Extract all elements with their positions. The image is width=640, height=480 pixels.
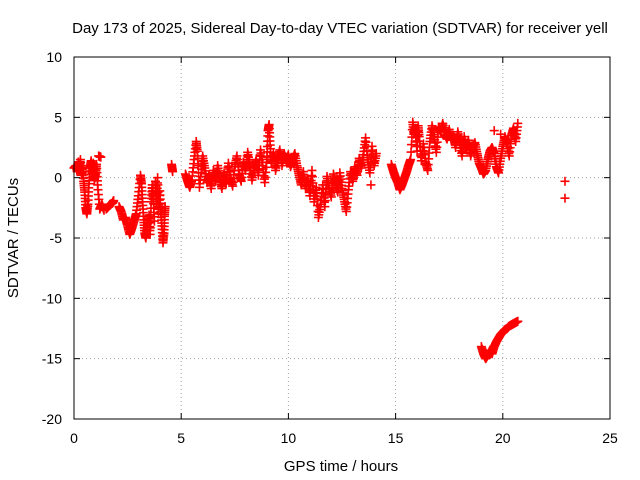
data-point <box>504 149 514 159</box>
data-point <box>463 137 473 147</box>
gridlines <box>74 57 610 419</box>
data-point <box>371 151 381 161</box>
data-point <box>232 153 242 163</box>
data-point <box>108 196 118 206</box>
data-point <box>489 147 499 157</box>
x-axis-title: GPS time / hours <box>284 458 398 475</box>
chart-title: Day 173 of 2025, Sidereal Day-to-day VTE… <box>72 20 608 37</box>
y-axis-title: SDTVAR / TECUs <box>5 178 22 298</box>
y-tick-label: -10 <box>42 290 62 306</box>
data-point <box>489 126 499 136</box>
data-point <box>189 159 199 169</box>
data-point <box>347 174 357 184</box>
data-point <box>240 164 250 174</box>
series-sdtvar <box>69 117 570 364</box>
data-point <box>495 156 505 166</box>
data-point <box>457 148 467 158</box>
y-tick-label: -5 <box>50 230 63 246</box>
data-point <box>95 152 105 162</box>
data-point <box>493 167 503 177</box>
data-point <box>292 158 302 168</box>
data-point <box>431 144 441 154</box>
x-tick-label: 20 <box>495 430 511 446</box>
data-point <box>366 180 376 190</box>
data-point <box>199 161 209 171</box>
data-point <box>472 146 482 156</box>
data-point <box>259 174 269 184</box>
data-point <box>560 193 570 203</box>
data-point <box>422 164 432 174</box>
x-tick-label: 15 <box>388 430 404 446</box>
data-point <box>206 181 216 191</box>
data-point <box>307 170 317 180</box>
x-tick-label: 25 <box>602 430 618 446</box>
y-tick-label: 10 <box>46 49 62 65</box>
data-point <box>343 189 353 199</box>
data-point <box>496 129 506 139</box>
data-point <box>255 150 265 160</box>
data-point <box>131 210 141 220</box>
data-point <box>341 204 351 214</box>
data-point <box>405 156 415 166</box>
data-point <box>265 136 275 146</box>
data-point <box>274 147 284 157</box>
data-point <box>160 204 170 214</box>
data-point <box>223 162 233 172</box>
data-point <box>270 162 280 172</box>
x-tick-label: 5 <box>177 430 185 446</box>
y-tick-label: 5 <box>54 109 62 125</box>
data-point <box>217 182 227 192</box>
data-point <box>512 122 522 132</box>
data-point <box>167 165 177 175</box>
data-point <box>315 202 325 212</box>
x-tick-label: 0 <box>70 430 78 446</box>
data-point <box>560 176 570 186</box>
data-point <box>192 144 202 154</box>
data-point <box>482 157 492 167</box>
data-point <box>360 136 370 146</box>
y-tick-label: -20 <box>42 411 62 427</box>
axis-ticks: 0 5 10 15 20 25 10 5 0 -5 -10 -15 -20 <box>42 49 618 446</box>
data-point <box>133 194 143 204</box>
data-point <box>512 317 522 327</box>
data-point <box>510 134 520 144</box>
data-point <box>92 176 102 186</box>
data-point <box>227 179 237 189</box>
y-tick-label: -15 <box>42 351 62 367</box>
data-point <box>352 169 362 179</box>
y-tick-label: 0 <box>54 170 62 186</box>
data-point <box>262 157 272 167</box>
data-point <box>319 197 329 207</box>
data-point <box>358 152 368 162</box>
data-point <box>186 177 196 187</box>
x-tick-label: 10 <box>281 430 297 446</box>
